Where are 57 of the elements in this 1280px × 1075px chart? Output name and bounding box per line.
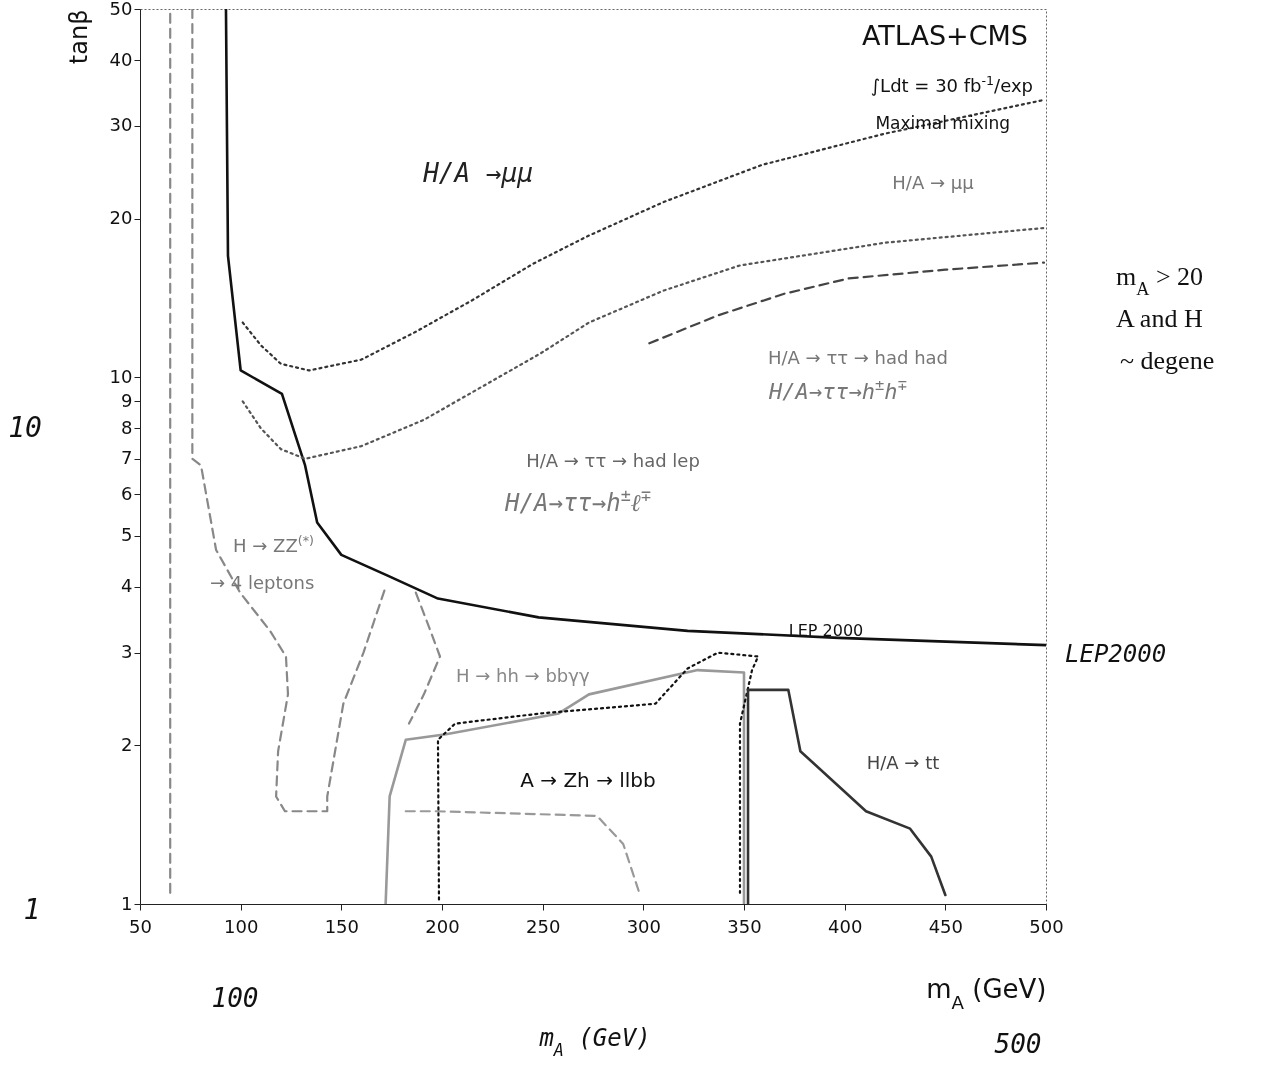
x-tick-label: 500	[1029, 915, 1064, 937]
y-tick-label: 9	[121, 389, 133, 411]
annotation: H → ZZ$^{(*)}$	[233, 532, 314, 556]
y-axis-title: tanβ	[64, 9, 93, 65]
line-series	[746, 688, 947, 904]
x-axis-title: m$_{A}$ (GeV)	[926, 973, 1047, 1012]
text: 1	[23, 893, 41, 926]
text: ~ degene	[1120, 346, 1215, 375]
line-series	[648, 261, 1046, 345]
text: 100	[211, 983, 259, 1013]
x-tick-label: 200	[425, 915, 460, 937]
annotation: Maximal mixing	[875, 113, 1010, 133]
x-tick-label: 400	[827, 915, 863, 937]
text: A and H	[1116, 304, 1203, 333]
annotation: H/A →μμ	[422, 158, 533, 188]
annotation: H/A→ττ→h$^{±}$ℓ$^{∓}$	[504, 485, 651, 517]
y-tick-label: 6	[121, 482, 133, 504]
y-tick-label: 1	[121, 892, 133, 914]
x-tick-label: 450	[928, 915, 964, 937]
line-series	[384, 668, 746, 904]
annotation: → 4 leptons	[210, 572, 315, 593]
y-tick-label: 8	[121, 416, 133, 438]
y-tick-label: 7	[121, 447, 133, 469]
x-tick-label: 150	[324, 915, 360, 937]
annotation: ATLAS+CMS	[861, 20, 1028, 51]
line-series	[224, 9, 1046, 647]
annotation: H/A → ττ → had lep	[526, 450, 700, 471]
line-series	[407, 591, 442, 725]
line-series	[436, 651, 760, 901]
text: 10	[8, 411, 42, 444]
line-series	[241, 98, 1046, 372]
annotation: H/A → tt	[866, 752, 940, 773]
y-tick-label: 50	[109, 0, 133, 19]
annotation: H → hh → bbγγ	[456, 665, 590, 686]
annotation: A → Zh → llbb	[520, 768, 656, 792]
annotation: H/A→ττ→h$^{±}$h$^{∓}$	[768, 376, 907, 404]
text: LEP2000	[1065, 640, 1167, 668]
annotation: H/A → ττ → had had	[767, 347, 949, 368]
line-series	[191, 9, 387, 813]
y-tick-label: 2	[121, 733, 133, 755]
y-tick-label: 4	[121, 575, 133, 597]
y-tick-label: 5	[121, 524, 133, 546]
x-tick-label: 300	[626, 915, 662, 937]
y-tick-label: 10	[109, 365, 133, 387]
text: m$_{A}$ > 20	[1116, 262, 1204, 299]
x-tick-label: 100	[223, 915, 259, 937]
x-tick-label: 350	[727, 915, 762, 937]
y-tick-label: 30	[109, 114, 133, 136]
y-tick-label: 40	[109, 48, 133, 70]
line-series	[404, 810, 641, 894]
y-tick-label: 20	[109, 207, 133, 229]
x-tick-label: 250	[525, 915, 561, 937]
text: 500	[994, 1029, 1042, 1059]
y-tick-label: 3	[121, 641, 133, 663]
text: m$_{A}$ (GeV)	[538, 1024, 651, 1060]
annotation: ∫Ldt = 30 fb$^{-1}$/exp	[870, 72, 1033, 96]
annotation: H/A → μμ	[892, 172, 975, 193]
